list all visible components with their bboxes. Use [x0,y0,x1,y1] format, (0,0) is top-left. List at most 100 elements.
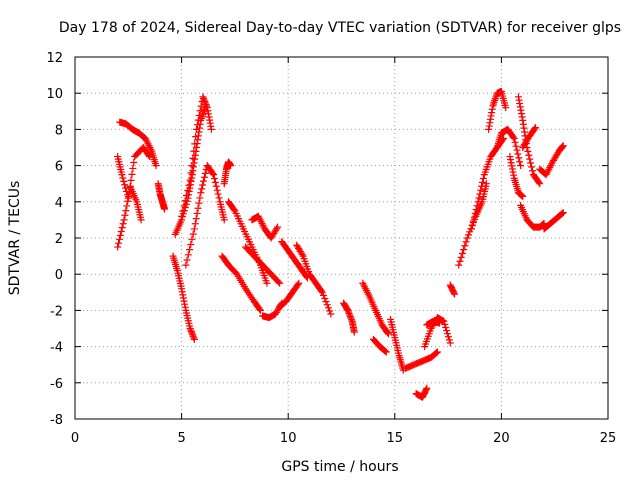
series-arc-13 [242,243,284,287]
data-point [458,250,466,258]
data-point [130,158,138,166]
series-arc-28 [468,134,508,233]
data-point [320,291,328,299]
data-point [184,186,192,194]
data-point [191,155,199,163]
data-point [188,235,196,243]
data-point [470,213,478,221]
data-point [510,134,518,142]
data-point [276,279,284,287]
data-point [196,107,204,115]
data-point [527,159,535,167]
series-arc-26 [446,281,458,298]
data-point [474,198,482,206]
data-point [471,209,479,217]
data-point [514,150,522,158]
data-point [295,279,303,287]
data-point [230,206,238,214]
data-point [433,348,441,356]
data-point [178,285,186,293]
data-point [214,190,222,198]
data-point [350,328,358,336]
data-point [423,384,431,392]
data-point [119,220,127,228]
data-point [274,223,282,231]
y-tick-label: -6 [50,377,63,392]
data-point [525,151,533,159]
data-point [346,313,354,321]
data-point [122,184,130,192]
x-tick-label: 0 [71,431,79,446]
data-point [122,207,130,215]
data-point [187,177,195,185]
data-point [455,261,463,269]
data-point [344,306,352,314]
data-point [189,331,197,339]
data-point [450,289,458,297]
data-point [559,142,567,150]
data-point [526,155,534,163]
data-point [442,323,450,331]
data-point [204,110,212,118]
series-arc-35 [536,142,567,179]
data-point [532,124,540,132]
data-point [515,96,523,104]
data-point [476,190,484,198]
data-point [188,329,196,337]
data-point [178,288,186,296]
grid-lines [75,57,608,419]
data-point [326,307,334,315]
x-tick-label: 15 [387,431,404,446]
data-point [203,102,211,110]
data-point [124,194,132,202]
data-point [186,176,194,184]
series-arc-34 [519,124,540,151]
data-point [207,125,215,133]
data-point [518,110,526,118]
data-point [516,103,524,111]
data-point [472,206,480,214]
data-point [324,304,332,312]
data-point [178,212,186,220]
data-point [516,158,524,166]
data-point [212,182,220,190]
data-point [510,171,518,179]
data-point [191,220,199,228]
data-point [274,278,282,286]
data-point [181,203,189,211]
data-point [433,349,441,357]
series-arc-8 [182,162,228,269]
data-point [115,239,123,247]
data-point [194,204,202,212]
data-point [465,231,473,239]
series-arc-5 [169,252,198,343]
data-point [220,216,228,224]
series-arc-33 [517,201,548,231]
data-point [190,147,198,155]
data-point [114,243,122,251]
data-point [382,348,390,356]
data-point [488,105,496,113]
data-point [440,317,448,325]
y-tick-label: 4 [55,196,63,211]
data-point [487,112,495,120]
data-point [210,175,218,183]
data-point [298,251,306,259]
data-point [511,138,519,146]
x-tick-label: 5 [177,431,185,446]
data-point [515,154,523,162]
y-tick-label: 12 [46,51,63,66]
data-point [346,311,354,319]
data-point [536,180,544,188]
data-point [469,217,477,225]
data-point [450,290,458,298]
data-point [129,164,137,172]
data-point [508,165,516,173]
data-point [198,185,206,193]
data-point [205,113,213,121]
data-points [114,87,567,401]
series-arc-10 [218,252,264,314]
data-point [186,325,194,332]
data-point [518,113,526,121]
